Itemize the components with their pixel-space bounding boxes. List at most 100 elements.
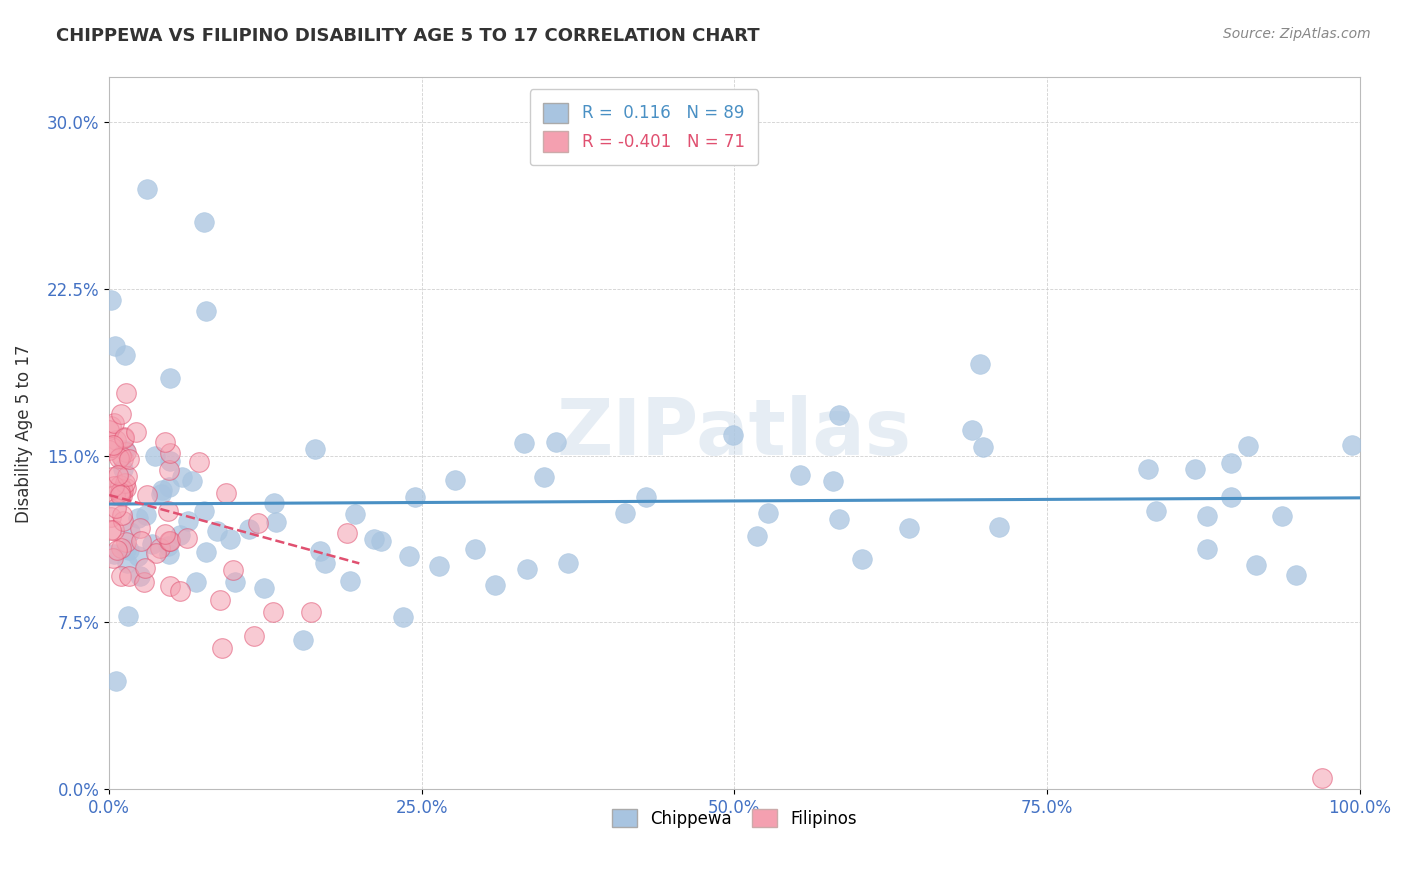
Point: [127, 549, 149, 564]
Point: [370, 533, 392, 548]
Point: [100, 509, 122, 524]
Point: [150, 483, 173, 498]
Point: [195, 304, 218, 318]
Point: [169, 584, 191, 599]
Point: [135, 508, 157, 522]
Point: [103, 416, 125, 430]
Point: [219, 532, 242, 546]
Point: [828, 408, 851, 422]
Point: [98, 443, 121, 458]
Point: [128, 569, 150, 583]
Point: [972, 441, 994, 455]
Point: [1219, 456, 1241, 470]
Point: [614, 506, 637, 520]
Point: [134, 561, 156, 575]
Point: [135, 181, 157, 195]
Point: [110, 569, 132, 583]
Point: [110, 488, 132, 502]
Text: Source: ZipAtlas.com: Source: ZipAtlas.com: [1223, 27, 1371, 41]
Point: [110, 541, 132, 555]
Y-axis label: Disability Age 5 to 17: Disability Age 5 to 17: [15, 344, 32, 523]
Point: [127, 511, 149, 525]
Point: [512, 436, 534, 450]
Point: [224, 574, 246, 589]
Point: [115, 445, 138, 459]
Point: [1310, 771, 1333, 785]
Point: [143, 449, 166, 463]
Point: [145, 545, 167, 559]
Point: [721, 428, 744, 442]
Point: [98, 423, 121, 437]
Point: [188, 455, 211, 469]
Point: [242, 630, 264, 644]
Point: [238, 522, 260, 536]
Point: [960, 423, 983, 437]
Point: [262, 605, 284, 619]
Point: [120, 524, 142, 539]
Point: [1341, 438, 1364, 452]
Point: [444, 473, 467, 487]
Point: [111, 483, 134, 497]
Point: [155, 434, 177, 449]
Point: [157, 547, 180, 561]
Point: [308, 543, 330, 558]
Point: [516, 562, 538, 576]
Point: [105, 501, 128, 516]
Point: [821, 474, 844, 488]
Point: [263, 496, 285, 510]
Point: [114, 349, 136, 363]
Point: [110, 449, 132, 463]
Point: [115, 481, 138, 495]
Point: [544, 434, 567, 449]
Point: [115, 542, 138, 557]
Point: [404, 490, 426, 504]
Point: [184, 574, 207, 589]
Point: [1244, 558, 1267, 572]
Point: [427, 559, 450, 574]
Point: [194, 545, 217, 559]
Point: [111, 482, 134, 496]
Point: [125, 425, 148, 439]
Point: [193, 504, 215, 518]
Point: [157, 480, 180, 494]
Point: [149, 487, 172, 501]
Point: [118, 452, 141, 467]
Point: [114, 442, 136, 457]
Point: [205, 524, 228, 538]
Point: [159, 453, 181, 467]
Point: [149, 541, 172, 556]
Point: [157, 504, 180, 518]
Point: [291, 632, 314, 647]
Point: [107, 450, 129, 465]
Point: [101, 440, 124, 454]
Point: [1237, 439, 1260, 453]
Point: [117, 556, 139, 570]
Point: [107, 468, 129, 483]
Point: [111, 489, 134, 503]
Point: [110, 407, 132, 421]
Point: [104, 433, 127, 447]
Point: [398, 549, 420, 563]
Point: [115, 386, 138, 401]
Point: [177, 514, 200, 528]
Point: [211, 640, 233, 655]
Point: [112, 515, 135, 529]
Point: [484, 578, 506, 592]
Point: [110, 508, 132, 522]
Text: CHIPPEWA VS FILIPINO DISABILITY AGE 5 TO 17 CORRELATION CHART: CHIPPEWA VS FILIPINO DISABILITY AGE 5 TO…: [56, 27, 759, 45]
Point: [1195, 542, 1218, 557]
Point: [1144, 504, 1167, 518]
Point: [756, 506, 779, 520]
Point: [104, 487, 127, 501]
Point: [969, 357, 991, 371]
Point: [1197, 509, 1219, 524]
Point: [134, 575, 156, 590]
Point: [100, 293, 122, 307]
Point: [103, 547, 125, 561]
Point: [108, 485, 131, 500]
Point: [105, 543, 128, 558]
Point: [104, 673, 127, 688]
Point: [112, 431, 135, 445]
Point: [115, 535, 138, 549]
Point: [253, 581, 276, 595]
